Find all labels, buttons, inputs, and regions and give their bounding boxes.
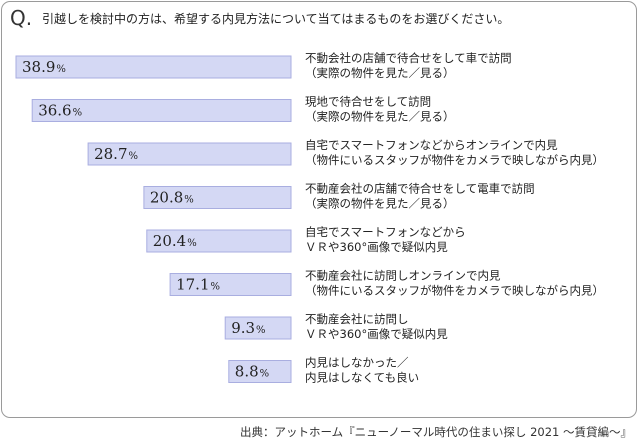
bar	[224, 316, 292, 340]
bar-chart: 38.9%不動会社の店舗で待合せをして車で訪問（実際の物件を見た／見る）36.6…	[15, 51, 604, 385]
category-label: 現地で待合せをして訪問	[305, 95, 431, 109]
bar-value-label: 28.7%	[94, 145, 138, 163]
bar	[87, 142, 292, 166]
bar	[31, 99, 292, 122]
category-label: 内見はしなかった／	[305, 356, 409, 370]
bar	[169, 273, 292, 296]
question-mark: Q.	[10, 6, 33, 30]
bar-value-label: 20.8%	[150, 189, 194, 207]
category-label: （物件にいるスタッフが物件をカメラで映しながら内見）	[305, 284, 604, 298]
bar	[15, 55, 292, 79]
category-label: （実際の物件を見た／見る）	[305, 197, 455, 211]
category-label: ＶＲや360°画像で疑似内見	[305, 240, 448, 254]
source-note: 出典：アットホーム『ニューノーマル時代の住まい探し 2021 ～賃貸編～』	[239, 425, 632, 439]
bar-value-label: 20.4%	[153, 232, 197, 250]
bar	[146, 229, 292, 253]
category-label: （実際の物件を見た／見る）	[305, 66, 455, 80]
category-label: （実際の物件を見た／見る）	[305, 110, 455, 124]
question-text: 引越しを検討中の方は、希望する内見方法について当てはまるものをお選びください。	[42, 12, 510, 26]
category-label: （物件にいるスタッフが物件をカメラで映しながら内見）	[305, 153, 604, 167]
category-label: 不動会社の店舗で待合せをして車で訪問	[305, 51, 512, 65]
category-label: ＶＲや360°画像で疑似内見	[305, 327, 448, 341]
category-label: 不動産会社の店舗で待合せをして電車で訪問	[305, 182, 535, 196]
bar-value-label: 8.8%	[235, 363, 269, 381]
category-label: 自宅でスマートフォンなどからオンラインで内見	[305, 138, 558, 152]
bar-value-label: 38.9%	[22, 58, 66, 76]
category-label: 不動産会社に訪問しオンラインで内見	[305, 269, 501, 283]
category-label: 不動産会社に訪問し	[305, 312, 409, 326]
category-label: 自宅でスマートフォンなどから	[305, 225, 466, 239]
bar-value-label: 9.3%	[231, 319, 265, 337]
bar	[143, 186, 292, 209]
category-label: 内見はしなくても良い	[305, 371, 419, 385]
bar-value-label: 17.1%	[176, 276, 220, 294]
bar-value-label: 36.6%	[38, 102, 82, 120]
bar	[228, 360, 292, 383]
